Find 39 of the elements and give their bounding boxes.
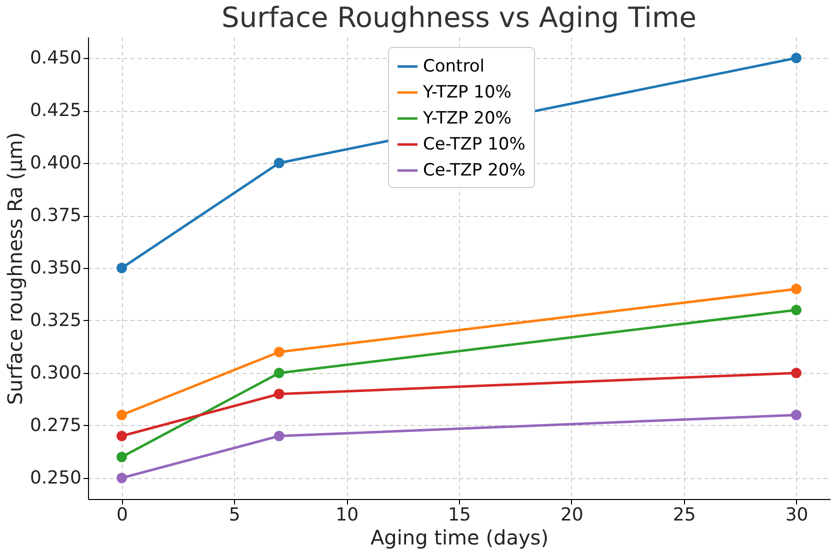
point [274,368,284,378]
y-tick-label: 0.325 [30,310,82,331]
point [274,430,284,442]
legend-label: Control [423,56,484,76]
x-axis-title: Aging time (days) [370,526,549,550]
point [116,430,127,442]
y-tick-label: 0.375 [30,205,82,226]
x-tick-label: 25 [672,504,696,526]
legend-label: Y-TZP 20% [422,108,512,128]
x-tick-label: 10 [336,504,359,526]
point [116,472,127,484]
x-tick-label: 20 [560,504,584,526]
point [791,284,802,294]
y-tick-label: 0.250 [30,468,82,488]
point [791,52,802,64]
legend-label: Y-TZP 10% [422,82,512,102]
y-tick-label: 0.275 [30,415,82,436]
chart-title: Surface Roughness vs Aging Time [222,1,696,34]
x-tick-label: 5 [228,504,240,526]
point [274,346,284,358]
x-tick-label: 0 [116,504,128,526]
point [791,304,802,316]
y-tick-label: 0.400 [30,152,82,174]
point [791,368,802,378]
point [274,158,284,168]
y-tick-label: 0.450 [30,48,82,68]
legend-label: Ce-TZP 20% [423,160,526,180]
point [116,262,127,274]
y-tick-label: 0.300 [30,362,82,384]
x-tick-label: 15 [448,504,471,526]
x-tick-label: 30 [785,504,808,526]
point [791,410,802,420]
y-tick-label: 0.350 [30,258,82,278]
point [116,452,127,462]
legend-label: Ce-TZP 10% [423,134,526,154]
y-tick-label: 0.425 [30,100,82,121]
point [274,388,284,400]
y-axis-title: Surface roughness Ra (µm) [2,132,27,405]
point [116,410,127,420]
